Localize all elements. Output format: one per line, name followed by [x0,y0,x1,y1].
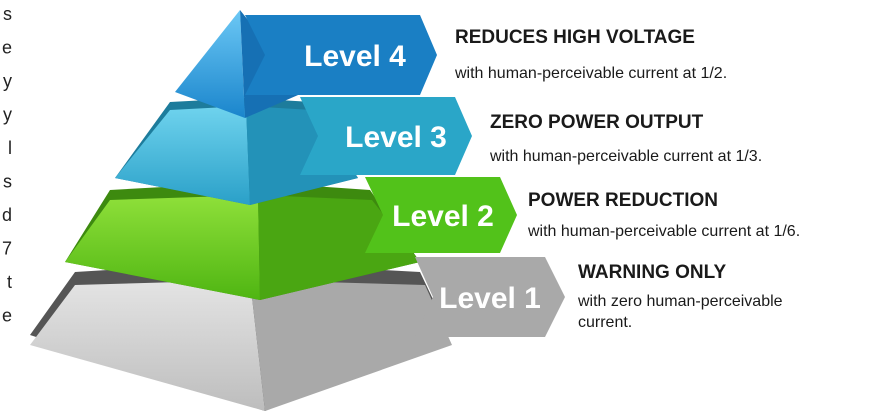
banner-level-1 [415,257,565,337]
side-text: l [8,138,12,158]
level-heading: POWER REDUCTION [528,190,718,211]
side-text: t [7,272,12,292]
tier-2-left [65,195,260,300]
level-label: Level 2 [392,200,494,233]
level-description: with human-perceivable current at 1/2. [454,65,727,82]
side-text: d [2,205,12,225]
tier-4-left [175,10,245,118]
level-heading: REDUCES HIGH VOLTAGE [455,27,695,48]
level-description: with zero human-perceivable [577,293,783,310]
tier-1-right [250,280,452,411]
tier-1-left [30,280,265,411]
side-text: s [3,4,12,24]
level-description: with human-perceivable current at 1/6. [527,223,800,240]
level-label: Level 4 [304,40,406,73]
side-text: y [3,105,12,125]
side-text: e [2,38,12,58]
banner-level-3 [300,97,472,175]
side-text: e [2,306,12,326]
tier-3-right [246,106,358,205]
level-description: current. [578,314,632,331]
banner-level-2 [365,177,517,253]
banner-level-4 [245,15,437,95]
side-text: 7 [2,239,12,259]
level-label: Level 3 [345,121,447,154]
pyramid [30,10,452,411]
tier-3-left [115,106,250,205]
level-heading: WARNING ONLY [578,262,726,283]
level-description: with human-perceivable current at 1/3. [489,148,762,165]
tier-2-right [258,195,420,300]
side-text: y [3,71,12,91]
level-heading: ZERO POWER OUTPUT [490,112,704,133]
side-text: s [3,172,12,192]
level-label: Level 1 [439,282,541,315]
